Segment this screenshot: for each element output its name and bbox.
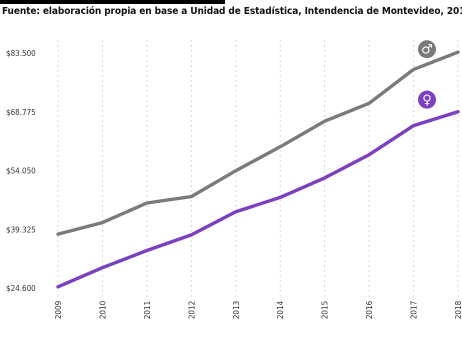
x-tick-label: 2011 <box>143 301 152 319</box>
grid <box>57 40 459 300</box>
female-series-line <box>56 109 460 289</box>
x-tick-label: 2017 <box>410 301 419 319</box>
legend: ♂ ♀ <box>418 40 436 109</box>
x-tick-label: 2014 <box>276 300 285 319</box>
y-tick-label: $54.050 <box>6 167 36 176</box>
male-symbol-icon: ♂ <box>418 40 436 59</box>
svg-text:♀: ♀ <box>422 93 432 108</box>
male-series-line <box>56 50 460 236</box>
x-tick-label: 2018 <box>454 300 462 319</box>
x-tick-label: 2013 <box>232 301 241 319</box>
female-symbol-icon: ♀ <box>418 90 436 109</box>
top-rule <box>0 0 225 4</box>
y-tick-label: $83.500 <box>6 49 36 58</box>
x-axis: 2009 2010 2011 2012 2013 2014 2015 2016 2017 2018 <box>54 300 462 319</box>
source-note: Fuente: elaboración propia en base a Uni… <box>2 6 462 17</box>
x-tick-label: 2009 <box>54 300 63 319</box>
x-tick-label: 2015 <box>321 301 330 319</box>
svg-text:♂: ♂ <box>421 43 433 58</box>
x-tick-label: 2010 <box>98 300 107 319</box>
y-tick-label: $68.775 <box>6 108 36 117</box>
x-tick-label: 2012 <box>187 301 196 319</box>
x-tick-label: 2016 <box>365 300 374 319</box>
y-axis: $24.600 $39.325 $54.050 $68.775 $83.500 <box>6 49 36 293</box>
y-tick-label: $24.600 <box>6 284 36 293</box>
series-lines <box>56 50 460 289</box>
y-tick-label: $39.325 <box>6 225 36 234</box>
